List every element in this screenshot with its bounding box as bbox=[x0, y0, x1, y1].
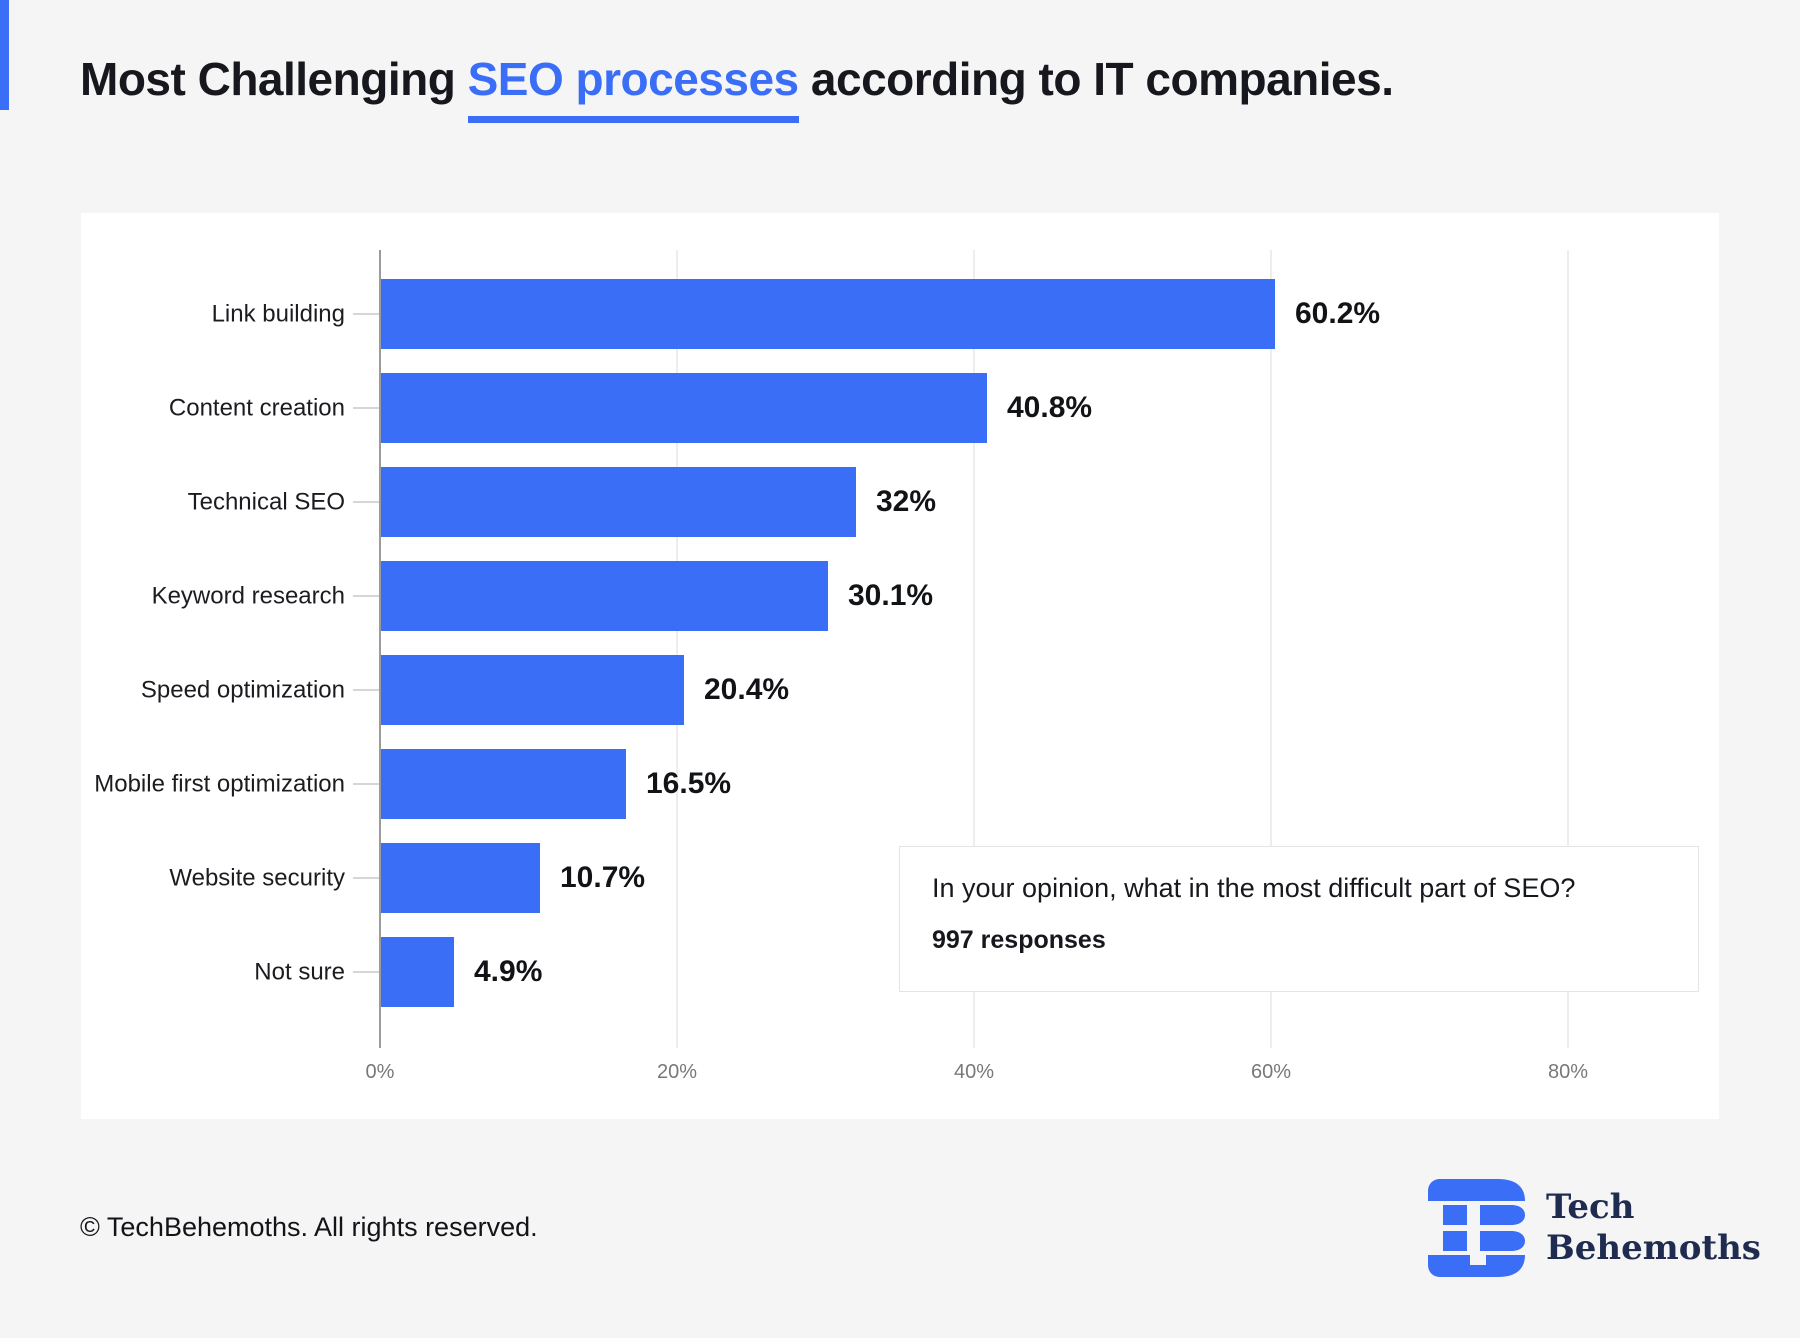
y-axis-line bbox=[379, 250, 381, 1048]
x-axis-tick-label: 40% bbox=[953, 1061, 995, 1083]
category-label: Speed optimization bbox=[140, 676, 345, 704]
category-label: Keyword research bbox=[151, 582, 345, 610]
value-label: 40.8% bbox=[1007, 391, 1093, 424]
gridline-20% bbox=[676, 250, 678, 1048]
gridline-40% bbox=[973, 250, 975, 1048]
value-label: 60.2% bbox=[1295, 297, 1381, 330]
x-axis-tick-label: 20% bbox=[656, 1061, 698, 1083]
bar-link-building bbox=[381, 279, 1275, 349]
category-label: Website security bbox=[169, 864, 345, 892]
gridline-60% bbox=[1270, 250, 1272, 1048]
annotation-box: In your opinion, what in the most diffic… bbox=[899, 846, 1699, 992]
value-label: 32% bbox=[876, 485, 937, 518]
value-label: 4.9% bbox=[474, 955, 543, 988]
chart-panel: In your opinion, what in the most diffic… bbox=[81, 213, 1719, 1119]
bar-content-creation bbox=[381, 373, 987, 443]
annotation-responses: 997 responses bbox=[932, 926, 1106, 954]
x-axis-tick-label: 60% bbox=[1250, 1061, 1292, 1083]
brand-logo: Tech Behemoths bbox=[1428, 1179, 1761, 1277]
category-tick bbox=[353, 595, 379, 597]
category-label: Link building bbox=[211, 300, 345, 328]
category-tick bbox=[353, 313, 379, 315]
category-label: Not sure bbox=[254, 958, 345, 986]
plot-area: In your opinion, what in the most diffic… bbox=[81, 213, 1719, 1119]
brand-logo-line2: Behemoths bbox=[1546, 1228, 1761, 1268]
brand-logo-line1: Tech bbox=[1546, 1187, 1635, 1227]
brand-logo-text: Tech Behemoths bbox=[1546, 1187, 1761, 1269]
category-tick bbox=[353, 877, 379, 879]
title-highlight-seo-processes: SEO processes bbox=[467, 53, 799, 123]
page-title: Most Challenging SEO processes according… bbox=[80, 52, 1394, 123]
gridline-80% bbox=[1567, 250, 1569, 1048]
bar-mobile-first-optimization bbox=[381, 749, 626, 819]
x-axis-tick-label: 80% bbox=[1547, 1061, 1589, 1083]
title-suffix: according to IT companies. bbox=[798, 53, 1394, 105]
bar-speed-optimization bbox=[381, 655, 684, 725]
value-label: 16.5% bbox=[646, 767, 732, 800]
category-tick bbox=[353, 501, 379, 503]
title-prefix: Most Challenging bbox=[80, 53, 468, 105]
category-tick bbox=[353, 971, 379, 973]
x-axis-tick-label: 0% bbox=[365, 1061, 395, 1083]
footer-copyright: © TechBehemoths. All rights reserved. bbox=[80, 1212, 538, 1242]
annotation-question: In your opinion, what in the most diffic… bbox=[932, 873, 1576, 903]
bar-website-security bbox=[381, 843, 540, 913]
category-label: Content creation bbox=[168, 394, 345, 422]
bar-technical-seo bbox=[381, 467, 856, 537]
value-label: 10.7% bbox=[560, 861, 646, 894]
title-accent-bar bbox=[0, 0, 9, 110]
category-tick bbox=[353, 407, 379, 409]
category-tick bbox=[353, 689, 379, 691]
bar-keyword-research bbox=[381, 561, 828, 631]
category-label: Technical SEO bbox=[187, 488, 345, 516]
category-tick bbox=[353, 783, 379, 785]
value-label: 30.1% bbox=[848, 579, 934, 612]
techbehemoths-logo-icon bbox=[1428, 1179, 1525, 1277]
value-label: 20.4% bbox=[704, 673, 790, 706]
category-label: Mobile first optimization bbox=[94, 770, 345, 798]
bar-not-sure bbox=[381, 937, 454, 1007]
